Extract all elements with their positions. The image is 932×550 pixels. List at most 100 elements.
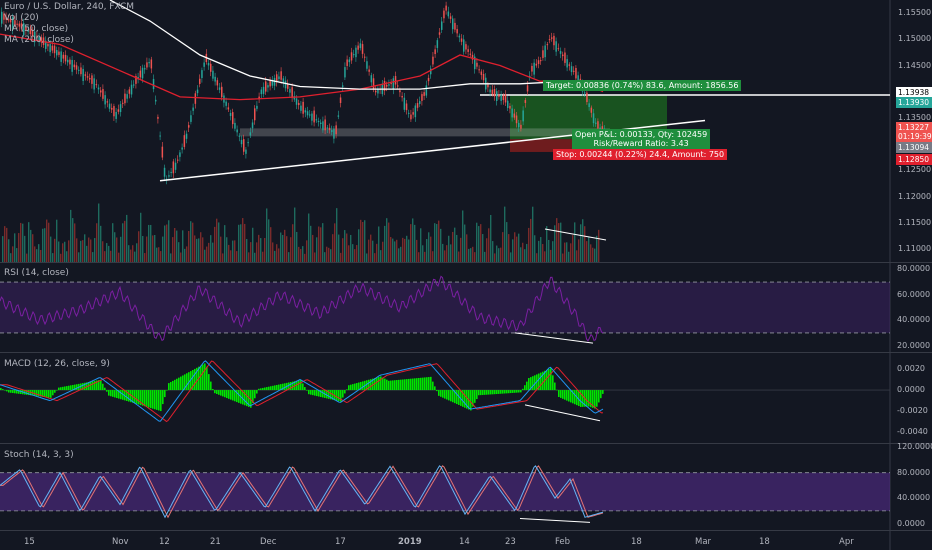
price-tag: 1.13227 [896,122,932,133]
volume-bar [156,247,158,262]
volume-bar [338,234,340,262]
macd-histogram-bar [232,390,234,401]
candle-body [199,78,201,84]
candle-body [467,49,469,52]
candle-body [595,122,597,124]
candle-body [284,80,287,89]
macd-histogram-bar [244,390,246,406]
volume-bar [8,239,10,262]
candle-body [95,84,98,86]
macd-histogram-bar [28,390,30,396]
volume-bar [76,238,78,262]
price-axis-tick: 1.11500 [898,217,932,227]
candle-body [249,132,252,136]
volume-bar [162,236,164,262]
macd-histogram-bar [48,390,50,398]
candle-body [322,121,324,131]
macd-histogram-bar [580,390,582,407]
macd-histogram-bar [538,373,540,391]
volume-bar [468,248,470,262]
volume-bar [310,225,312,262]
price-axis-tick: 1.12000 [898,191,932,201]
macd-histogram-bar [40,390,42,397]
candle-body [333,128,335,139]
candle-body [471,54,474,60]
volume-bar [564,242,566,262]
macd-histogram-bar [390,380,392,391]
price-tag: 1.12850 [896,154,932,165]
volume-bar [302,246,304,262]
candle-body [126,94,128,99]
macd-histogram-bar [216,390,218,394]
candle-body [383,80,386,91]
candle-body [590,107,593,113]
candle-body [372,78,375,89]
macd-histogram-bar [6,390,8,392]
macd-histogram-bar [400,379,402,391]
candle-body [93,78,95,90]
volume-bar [268,219,270,262]
candle-body [388,84,390,86]
candle-body [309,114,311,116]
candle-body [350,52,353,61]
volume-bar [520,247,522,262]
candle-body [38,36,40,43]
volume-bar [16,248,18,262]
volume-bar [546,226,548,262]
candle-body [487,84,489,88]
volume-bar [512,239,514,262]
candle-body [278,76,280,79]
candle-body [315,119,318,121]
candle-body [531,65,533,72]
volume-bar [412,218,414,262]
macd-histogram-bar [282,383,284,391]
candle-body [75,65,78,70]
macd-histogram-bar [344,390,346,394]
macd-histogram-bar [220,390,222,396]
price-tag: 01:19:39 [896,131,932,142]
volume-bar [224,225,226,262]
volume-bar [202,237,204,262]
macd-histogram-bar [38,390,40,397]
macd-histogram-bar [274,385,276,391]
macd-histogram-bar [142,390,144,406]
macd-histogram-bar [394,380,396,391]
macd-histogram-bar [266,387,268,391]
candle-body [562,54,564,57]
candle-body [58,51,60,55]
candle-body [304,110,307,113]
macd-histogram-bar [336,390,338,401]
macd-histogram-bar [122,390,124,400]
macd-histogram-bar [72,384,74,391]
stoch-axis-tick: 0.0000 [897,518,925,528]
volume-bar [558,223,560,262]
volume-bar [334,223,336,262]
candle-body [353,54,355,56]
candle-body [91,75,93,84]
volume-bar [372,240,374,262]
volume-bar [172,237,174,262]
macd-histogram-bar [414,378,416,391]
macd-histogram-bar [338,390,340,402]
macd-histogram-bar [168,383,170,391]
volume-bar [510,252,512,262]
macd-histogram-bar [160,390,162,412]
volume-bar [222,253,224,262]
volume-bar [422,245,424,262]
macd-histogram-bar [136,390,138,404]
volume-bar [554,225,556,262]
candle-body [366,61,368,69]
volume-bar [62,243,64,262]
candle-body [476,62,478,67]
volume-bar [286,236,288,262]
candle-body [251,122,254,129]
candle-body [557,48,560,50]
volume-bar [580,224,582,262]
volume-bar [4,226,6,262]
candle-body [430,68,432,75]
legend-ma50: MA (50, close) [4,24,69,34]
macd-histogram-bar [106,390,108,392]
candle-body [546,44,549,46]
candle-body [177,159,179,161]
